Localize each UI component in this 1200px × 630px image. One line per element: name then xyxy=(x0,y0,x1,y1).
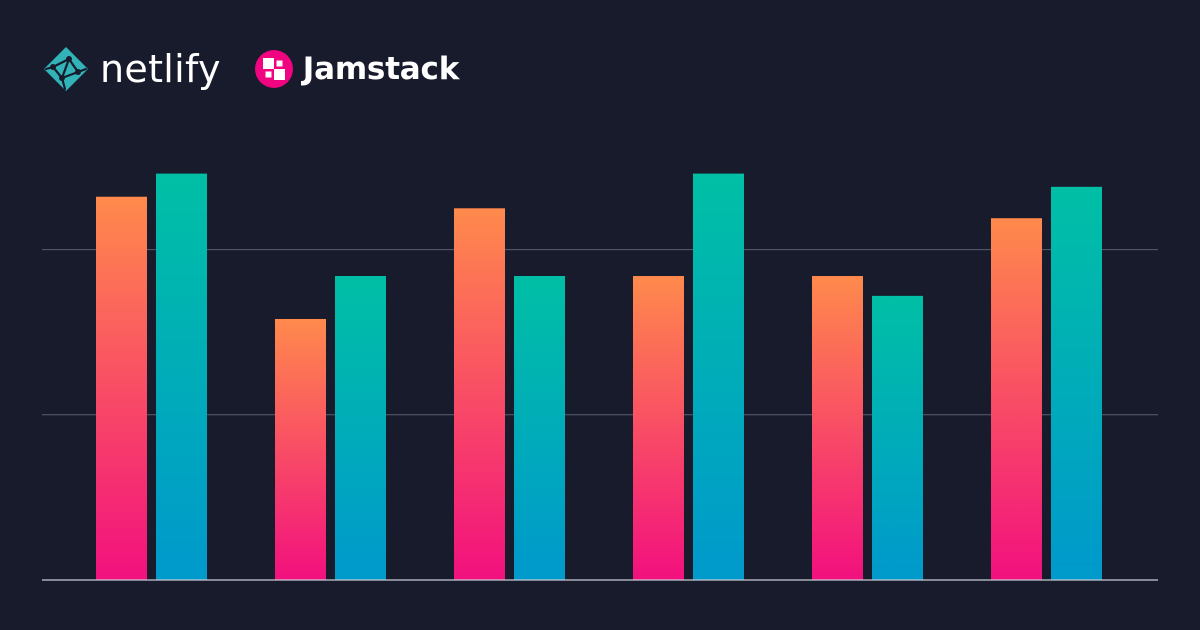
bar-group-2-series-1 xyxy=(275,318,326,580)
bars-layer xyxy=(96,173,1102,581)
bar-group-3-series-1 xyxy=(454,208,505,581)
bar-group-6-series-2 xyxy=(1051,186,1102,580)
bar-group-5-series-1 xyxy=(812,276,863,580)
jamstack-wordmark: Jamstack xyxy=(302,50,460,87)
bar-group-4-series-2 xyxy=(693,173,744,580)
grid-layer xyxy=(42,249,1158,416)
netlify-logo-icon xyxy=(44,47,88,91)
bar-group-1-series-1 xyxy=(96,196,147,580)
brand-row: netlify Jamstack xyxy=(42,42,459,96)
bar-group-3-series-2 xyxy=(514,276,565,580)
bar-group-4-series-1 xyxy=(633,276,684,580)
bar-group-6-series-1 xyxy=(991,218,1042,580)
jamstack-logo-icon xyxy=(254,50,293,88)
jamstack-brand: Jamstack xyxy=(254,50,460,88)
netlify-brand: netlify xyxy=(42,45,221,93)
bar-group-1-series-2 xyxy=(156,173,207,580)
bar-group-5-series-2 xyxy=(872,295,923,580)
bar-group-2-series-2 xyxy=(335,276,386,580)
netlify-wordmark: netlify xyxy=(100,47,221,91)
